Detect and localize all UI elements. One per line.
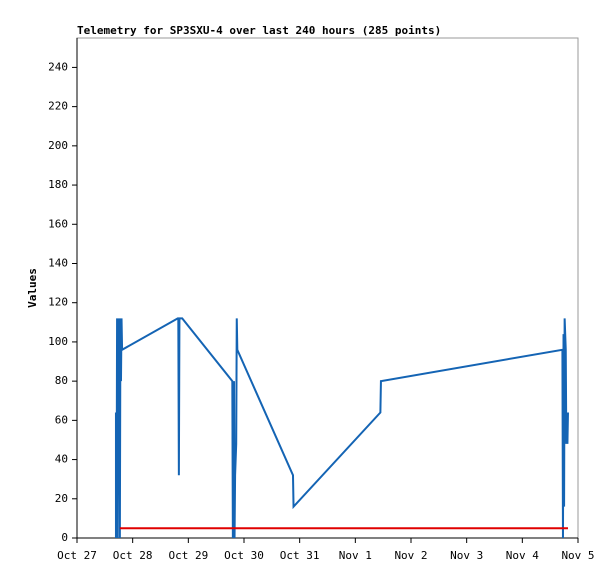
y-tick-label: 60 — [55, 413, 68, 426]
y-tick-label: 0 — [61, 531, 68, 544]
y-tick-label: 180 — [48, 178, 68, 191]
y-tick-label: 80 — [55, 374, 68, 387]
y-tick-label: 160 — [48, 217, 68, 230]
x-tick-label: Oct 28 — [113, 549, 153, 562]
y-tick-label: 120 — [48, 296, 68, 309]
x-tick-label: Oct 27 — [57, 549, 97, 562]
y-tick-label: 240 — [48, 60, 68, 73]
x-tick-label: Nov 3 — [450, 549, 483, 562]
plot-frame — [76, 37, 579, 539]
y-tick-label: 200 — [48, 139, 68, 152]
x-tick-label: Nov 5 — [561, 549, 594, 562]
x-tick-label: Nov 2 — [394, 549, 427, 562]
x-tick-label: Oct 31 — [280, 549, 320, 562]
y-tick-label: 100 — [48, 335, 68, 348]
chart-title: Telemetry for SP3SXU-4 over last 240 hou… — [77, 24, 441, 37]
y-tick-label: 40 — [55, 453, 68, 466]
x-tick-label: Oct 30 — [224, 549, 264, 562]
x-tick-label: Oct 29 — [168, 549, 208, 562]
series-line — [114, 317, 569, 539]
y-tick-label: 140 — [48, 256, 68, 269]
x-tick-label: Nov 1 — [339, 549, 372, 562]
y-tick-label: 20 — [55, 492, 68, 505]
x-tick-label: Nov 4 — [506, 549, 539, 562]
y-axis-label: Values — [26, 268, 39, 308]
y-tick-label: 220 — [48, 100, 68, 113]
